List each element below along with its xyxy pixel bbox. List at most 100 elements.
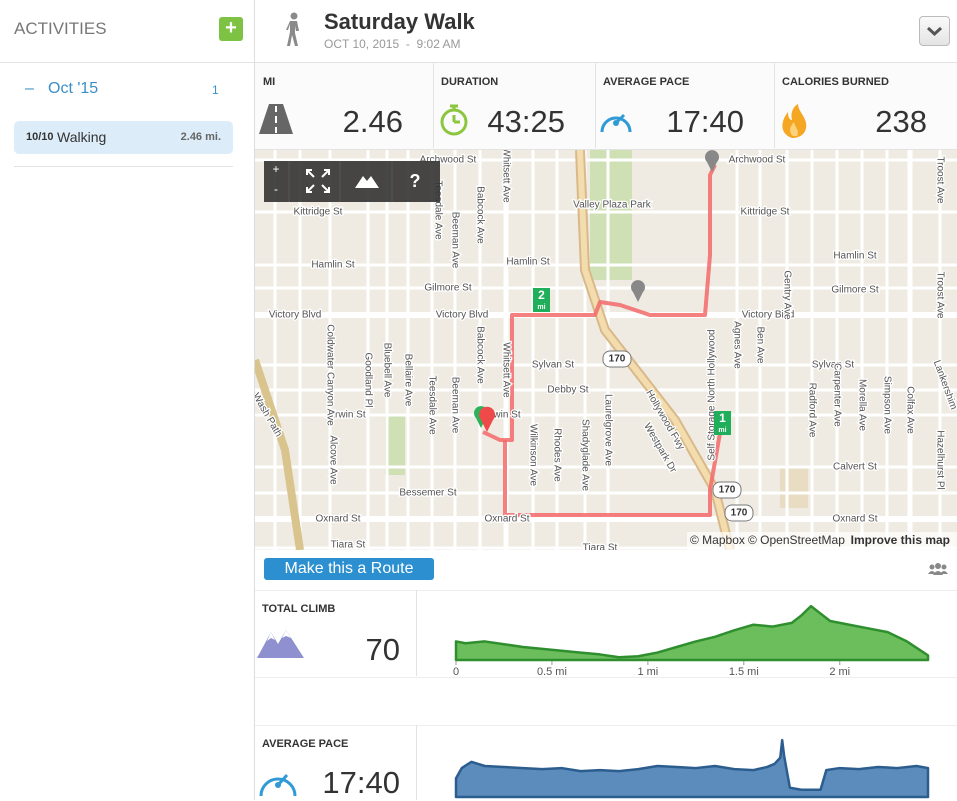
map-label: Babcock Ave [474,186,485,244]
stat-icon [440,104,468,136]
mile-marker-unit: mi [718,427,726,434]
month-toggle[interactable]: – [25,80,34,97]
stat-label: CALORIES BURNED [782,76,889,88]
map-label: Troost Ave [934,156,945,204]
map-label: Oxnard St [315,514,360,525]
route-shield [712,481,742,499]
sidebar-title: ACTIVITIES [14,19,107,38]
map-label: Debby St [547,385,588,396]
map-label: Agnes Ave [731,321,742,369]
map-label: Erwin St [328,410,365,421]
terrain-icon [355,176,379,188]
map-label: Laurelgrove Ave [602,394,613,467]
flag-pin [631,280,645,302]
zoom-out[interactable]: - [274,182,278,196]
activity-row[interactable]: 10/10 Walking 2.46 mi. [14,121,233,154]
end-pin [479,406,495,432]
month-label[interactable]: Oct '15 [48,80,99,97]
map-label: Calvert St [833,462,877,473]
stats-row [255,62,957,150]
separator: - [405,37,410,51]
elevation-chart: 0 0.5 mi 1 mi 1.5 mi 2 mi [453,604,930,678]
map-label: Victory Blvd [742,310,795,321]
map-label: Beeman Ave [449,377,460,434]
walk-icon [286,12,299,46]
divider [595,63,596,148]
map-label: Bellaire Ave [402,354,413,407]
stat-label: DURATION [441,76,499,88]
freeway [577,150,733,550]
map-label: Goodland Pl [362,352,373,407]
map-label: Archwood St [729,155,786,166]
route-shield-label: 170 [719,485,736,496]
zoom-in[interactable]: + [272,162,279,176]
stat-label: AVERAGE PACE [603,76,690,88]
activity-distance: 2.46 mi. [180,131,221,143]
climb-value: 70 [365,632,400,667]
pace-label: AVERAGE PACE [262,738,349,750]
area [454,604,930,662]
map-label: Self Storage North Hollywood [707,329,718,460]
activity-name: Walking [57,129,107,145]
month-count: 1 [212,83,219,97]
map-label: Valley Plaza Park [573,200,652,211]
map-label: Wilkinson Ave [527,424,538,487]
pace-chart [454,738,930,799]
add-button[interactable]: + [219,17,243,41]
mile-marker-number: 2 [538,288,545,302]
map-label: Gentry Ave [781,270,792,320]
route [482,164,717,442]
stat-icon [782,104,807,138]
pace-section [255,725,957,801]
help-button[interactable]: ? [410,171,421,191]
map-label: Ben Ave [754,326,765,364]
map-label: Oxnard St [484,514,529,525]
x-tick-label: 0 [453,666,459,678]
map-label: Colfax Ave [904,386,915,434]
map-label: Beeman Ave [449,212,460,269]
route-shield [602,350,632,368]
divider [433,63,434,148]
map-label: Carpenter Ave [831,363,842,427]
stat-icon [259,104,293,134]
wash [255,358,304,550]
make-route-button[interactable]: Make this a Route [264,558,434,580]
map-label: Morella Ave [856,379,867,432]
map-label: Simpson Ave [881,376,892,435]
area [454,738,930,799]
x-tick-label: 1.5 mi [729,666,759,678]
map-label: Whitsett Ave [500,150,511,203]
map-label: Coldwater Canyon Ave [324,324,335,426]
route-shield-label: 170 [609,354,626,365]
stat-value: 43:25 [487,104,565,139]
gauge-icon [259,773,297,797]
park [590,150,632,280]
attribution-bg [687,532,957,550]
attribution: © OpenStreetMap [748,533,845,547]
map-controls [264,161,440,202]
map-label: Kittridge St [294,207,343,218]
park [385,415,405,475]
map-label: Sylvan St [812,360,854,371]
route [503,432,722,517]
map-label: Teesdale Ave [426,375,437,435]
map-label: Babcock Ave [474,326,485,384]
mile-marker-number: 1 [719,411,726,425]
map-label: Lankershim [931,359,957,411]
divider [416,590,417,676]
map-label: Kittridge St [741,207,790,218]
map-label: Hazelhurst Pl [934,430,945,489]
map-label: Whitsett Ave [500,342,511,398]
x-tick-label: 2 mi [829,666,850,678]
map-label: Victory Blvd [269,310,322,321]
improve-link[interactable]: Improve this map [851,533,950,547]
dropdown-button[interactable] [919,16,950,46]
map-label: Rhodes Ave [551,428,562,482]
map-label: Hamlin St [833,251,877,262]
activity-date: 10/10 [26,131,54,143]
map-label: Tiara St [331,540,366,550]
map-label: Oxnard St [832,514,877,525]
climb-label: TOTAL CLIMB [262,603,336,615]
